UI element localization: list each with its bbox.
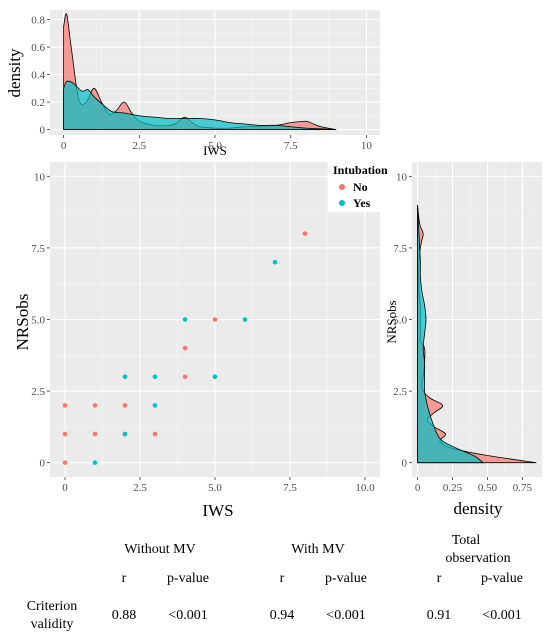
scatter-x-tick-label: 0 bbox=[62, 482, 68, 494]
table-row-label-line2: validity bbox=[31, 617, 74, 632]
scatter-point-yes bbox=[152, 403, 158, 408]
scatter-y-tick-label: 7.5 bbox=[31, 243, 45, 255]
right-density-y-tick-label: 5.0 bbox=[393, 315, 407, 327]
scatter-x-tick-label: 5.0 bbox=[208, 482, 222, 494]
right-density-y-tick-label: 10 bbox=[396, 171, 408, 183]
table-group-3-p-value: <0.001 bbox=[482, 608, 521, 623]
scatter-point-no bbox=[92, 431, 98, 437]
legend-key-yes bbox=[339, 200, 345, 206]
right-density-ticks: 0 0.25 0.50 0.75 0 2.5 5.0 7.5 10 bbox=[393, 171, 532, 494]
scatter-point-no bbox=[302, 231, 308, 236]
right-density-y-title: NRSobs bbox=[384, 300, 399, 343]
scatter-point-no bbox=[152, 431, 158, 437]
right-density-area-yes bbox=[417, 204, 485, 464]
table-group-1-p-header: p-value bbox=[167, 571, 209, 586]
right-density-x-tick-label: 0 bbox=[415, 482, 421, 494]
scatter-point-no bbox=[92, 403, 98, 408]
scatter-x-tick-label: 7.5 bbox=[283, 482, 297, 494]
legend-label-no: No bbox=[353, 180, 368, 194]
top-density-x-tick-label: 5.0 bbox=[208, 140, 222, 152]
scatter-point-no bbox=[182, 345, 188, 351]
scatter-point-yes bbox=[242, 317, 248, 322]
top-density-y-tick-label: 0.8 bbox=[31, 15, 45, 27]
scatter-point-no bbox=[62, 431, 68, 437]
scatter-points bbox=[62, 231, 308, 465]
table-group-3-title-line1: Total bbox=[452, 533, 481, 548]
table-row-label-line1: Criterion bbox=[27, 599, 78, 614]
scatter-point-no bbox=[122, 403, 128, 408]
table-group-1-p-value: <0.001 bbox=[168, 608, 207, 623]
table-group-2-title: With MV bbox=[291, 542, 345, 557]
right-density-y-tick-label: 2.5 bbox=[393, 386, 407, 398]
scatter-point-yes bbox=[272, 259, 278, 265]
top-density-y-tick-label: 0.4 bbox=[31, 70, 45, 82]
scatter-y-tick-label: 0 bbox=[40, 458, 46, 470]
top-density-panel: 0 2.5 5.0 7.5 10 0 0.2 0.4 0.6 0.8 IWS density bbox=[5, 10, 380, 158]
top-density-y-tick-label: 0.2 bbox=[31, 97, 45, 109]
scatter-point-yes bbox=[122, 374, 128, 380]
table-group-2-p-value: <0.001 bbox=[326, 608, 365, 623]
top-density-y-tick-label: 0.6 bbox=[31, 42, 45, 54]
table-group-3-r-value: 0.91 bbox=[427, 608, 452, 623]
criterion-validity-table: Without MV With MV Total observation r p… bbox=[27, 533, 523, 632]
scatter-panel: 0 2.5 5.0 7.5 10.0 0 2.5 5.0 7.5 10 IWS NRSobs In… bbox=[13, 162, 388, 520]
scatter-x-tick-label: 10.0 bbox=[355, 482, 375, 494]
scatter-point-yes bbox=[152, 374, 158, 380]
top-density-x-tick-label: 7.5 bbox=[284, 140, 298, 152]
right-density-y-tick-label: 0 bbox=[402, 458, 408, 470]
scatter-point-yes bbox=[122, 431, 128, 437]
legend: Intubation No Yes bbox=[328, 162, 388, 212]
top-density-x-tick-label: 0 bbox=[61, 140, 67, 152]
legend-label-yes: Yes bbox=[353, 196, 371, 210]
table-group-2-r-header: r bbox=[280, 571, 285, 586]
table-group-1-title: Without MV bbox=[124, 542, 195, 557]
scatter-x-title: IWS bbox=[202, 501, 233, 520]
right-density-x-title: density bbox=[453, 499, 503, 518]
right-density-y-tick-label: 7.5 bbox=[393, 243, 407, 255]
legend-background bbox=[328, 162, 388, 212]
top-density-x-tick-label: 10 bbox=[361, 140, 373, 152]
table-group-1-r-value: 0.88 bbox=[112, 608, 137, 623]
scatter-y-tick-label: 5.0 bbox=[31, 315, 45, 327]
table-group-3-r-header: r bbox=[437, 571, 442, 586]
top-density-area-yes bbox=[63, 80, 337, 130]
table-group-2-p-header: p-value bbox=[325, 571, 367, 586]
top-density-y-tick-label: 0 bbox=[40, 125, 46, 137]
right-density-panel: 0 0.25 0.50 0.75 0 2.5 5.0 7.5 10 density NRSobs bbox=[384, 162, 542, 518]
scatter-y-title: NRSobs bbox=[13, 294, 32, 351]
right-density-areas bbox=[417, 204, 537, 464]
right-density-x-tick-label: 0.25 bbox=[443, 482, 463, 494]
scatter-point-no bbox=[62, 403, 68, 408]
scatter-point-no bbox=[212, 317, 218, 322]
scatter-ticks: 0 2.5 5.0 7.5 10.0 0 2.5 5.0 7.5 10 bbox=[31, 171, 375, 494]
scatter-point-no bbox=[62, 460, 68, 465]
table-group-3-p-header: p-value bbox=[481, 571, 523, 586]
top-density-y-title: density bbox=[5, 48, 24, 98]
scatter-point-yes bbox=[182, 317, 188, 322]
top-density-x-title: IWS bbox=[203, 143, 227, 158]
top-density-ticks: 0 2.5 5.0 7.5 10 0 0.2 0.4 0.6 0.8 bbox=[31, 15, 372, 152]
scatter-point-yes bbox=[92, 460, 98, 465]
legend-title: Intubation bbox=[333, 163, 388, 177]
scatter-point-yes bbox=[212, 374, 218, 380]
scatter-y-tick-label: 10 bbox=[34, 171, 46, 183]
right-density-x-tick-label: 0.50 bbox=[478, 482, 498, 494]
legend-key-no bbox=[339, 184, 345, 190]
top-density-x-tick-label: 2.5 bbox=[132, 140, 146, 152]
right-density-x-tick-label: 0.75 bbox=[513, 482, 533, 494]
scatter-y-tick-label: 2.5 bbox=[31, 386, 45, 398]
top-density-areas bbox=[63, 13, 337, 130]
scatter-x-tick-label: 2.5 bbox=[133, 482, 147, 494]
table-group-2-r-value: 0.94 bbox=[270, 608, 295, 623]
scatter-point-no bbox=[182, 374, 188, 380]
table-group-3-title-line2: observation bbox=[445, 551, 510, 566]
table-group-1-r-header: r bbox=[122, 571, 127, 586]
